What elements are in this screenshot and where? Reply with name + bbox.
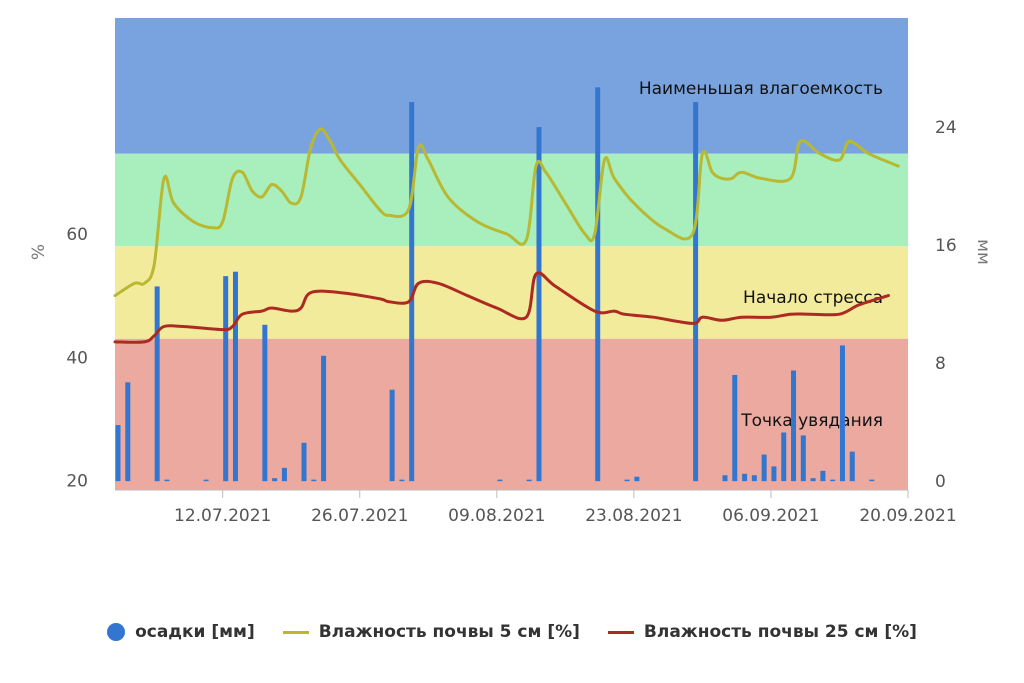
precip-bar <box>497 479 503 482</box>
y-left-axis-title: % <box>29 244 49 260</box>
chart-legend: осадки [мм] Влажность почвы 5 см [%] Вла… <box>0 622 1024 642</box>
x-tick-label: 26.07.2021 <box>311 506 408 526</box>
precip-bar <box>732 374 738 482</box>
zone-band-2 <box>115 246 908 339</box>
y-right-tick-label: 16 <box>935 236 957 256</box>
zone-labels-layer: Наименьшая влагоемкость Начало стресса Точ… <box>639 79 883 431</box>
precip-bar <box>203 479 209 482</box>
legend-swatch-moisture-25cm <box>607 630 634 634</box>
y-left-tick-label: 40 <box>66 348 88 368</box>
precip-bar <box>771 466 777 482</box>
precip-bar <box>526 479 532 482</box>
y-right-tick-label: 8 <box>935 354 946 374</box>
moisture-lines <box>113 127 900 344</box>
axes-layer: 12.07.2021 26.07.2021 09.08.2021 23.08.2021… <box>29 118 993 526</box>
legend-item-moisture-25cm[interactable]: Влажность почвы 25 см [%] <box>607 622 917 642</box>
y-left-tick-label: 60 <box>66 225 88 245</box>
precip-bar <box>869 479 875 482</box>
precip-bar <box>262 324 268 482</box>
precip-bar <box>115 425 121 482</box>
precip-bar <box>536 127 542 482</box>
precip-bar <box>849 451 855 482</box>
zone-label-0: Наименьшая влагоемкость <box>639 79 883 99</box>
y-right-tick-label: 0 <box>935 472 946 492</box>
precip-bar <box>624 479 630 482</box>
precip-bar <box>839 345 845 482</box>
precip-bar <box>742 473 748 482</box>
series-line-0 <box>113 127 900 298</box>
legend-item-moisture-5cm[interactable]: Влажность почвы 5 см [%] <box>282 622 580 642</box>
x-tick-label: 06.09.2021 <box>722 506 819 526</box>
precipitation-bars <box>115 87 875 482</box>
legend-swatch-moisture-5cm <box>282 630 309 634</box>
legend-swatch-precip <box>107 623 126 641</box>
x-tick-label: 20.09.2021 <box>859 506 956 526</box>
zone-band-3 <box>115 338 908 490</box>
precip-bar <box>164 479 170 482</box>
precip-bar <box>751 475 757 482</box>
zone-band-0 <box>115 18 908 154</box>
precip-bar <box>409 102 415 482</box>
precip-bar <box>761 454 767 482</box>
precip-bar <box>595 87 601 482</box>
x-tick-label: 09.08.2021 <box>448 506 545 526</box>
precip-bar <box>810 478 816 482</box>
zone-label-3: Точка увядания <box>740 411 883 431</box>
precip-bar <box>399 479 405 482</box>
zone-band-1 <box>115 153 908 247</box>
precip-bar <box>820 470 826 482</box>
legend-label-moisture-5cm: Влажность почвы 5 см [%] <box>318 622 580 642</box>
precip-bar <box>634 476 640 482</box>
legend-label-precip: осадки [мм] <box>135 622 255 642</box>
legend-item-precip[interactable]: осадки [мм] <box>107 622 255 642</box>
precip-bar <box>311 479 317 482</box>
x-tick-label: 12.07.2021 <box>174 506 271 526</box>
zone-label-2: Начало стресса <box>743 288 883 308</box>
precip-bar <box>272 478 278 482</box>
precip-bar <box>791 370 797 482</box>
x-tick-label: 23.08.2021 <box>585 506 682 526</box>
precip-bar <box>125 382 131 482</box>
series-line-1 <box>113 271 890 344</box>
zones-layer <box>115 18 908 490</box>
y-right-tick-label: 24 <box>935 118 957 138</box>
precip-bar <box>800 435 806 482</box>
legend-label-moisture-25cm: Влажность почвы 25 см [%] <box>643 622 917 642</box>
precip-bar <box>301 442 307 482</box>
precip-bar <box>693 102 699 482</box>
precip-bar <box>154 286 160 482</box>
precip-bar <box>389 389 395 482</box>
precip-bar <box>722 475 728 482</box>
precip-bar <box>281 467 287 482</box>
precip-bar <box>223 276 229 482</box>
y-right-axis-title: мм <box>973 239 993 265</box>
y-left-tick-label: 20 <box>66 472 88 492</box>
precip-bar <box>321 355 327 482</box>
precip-bar <box>232 271 238 482</box>
precip-bar <box>830 479 836 482</box>
precip-bar <box>781 432 787 482</box>
